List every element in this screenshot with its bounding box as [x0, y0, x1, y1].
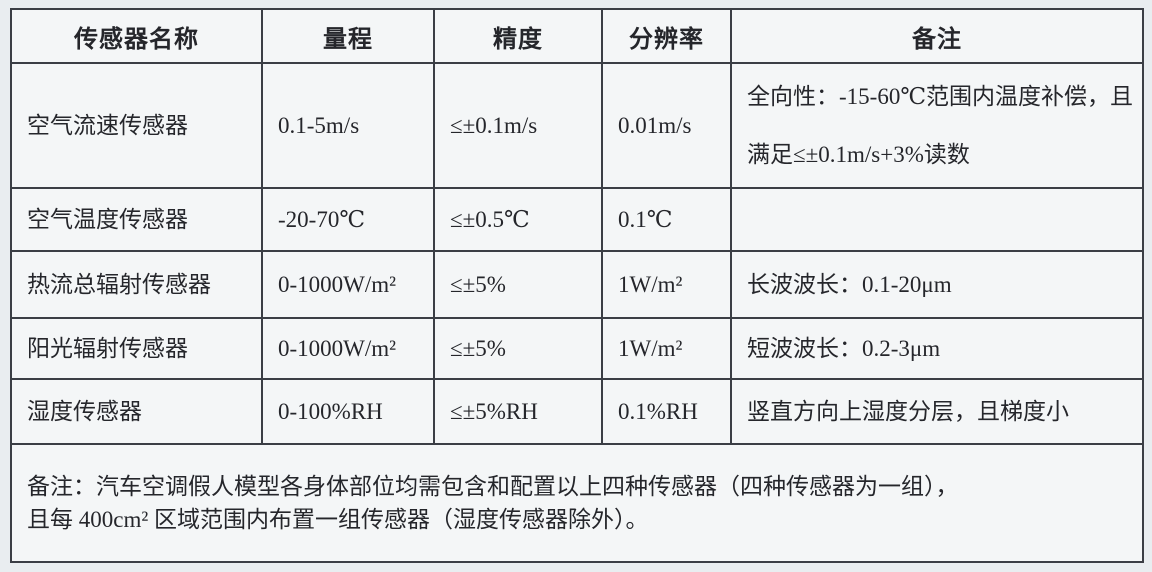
table-row-heat-radiation: 热流总辐射传感器 0-1000W/m² ≤±5% 1W/m² 长波波长：0.1-… — [10, 250, 1144, 319]
cell-accuracy: ≤±5% — [433, 317, 603, 380]
cell-range: 0.1-5m/s — [261, 62, 435, 189]
cell-accuracy: ≤±0.5℃ — [433, 187, 603, 252]
header-sensor-name: 传感器名称 — [10, 8, 263, 64]
cell-resolution: 1W/m² — [601, 317, 732, 380]
cell-sensor-name: 空气流速传感器 — [10, 62, 263, 189]
table-row-solar-radiation: 阳光辐射传感器 0-1000W/m² ≤±5% 1W/m² 短波波长：0.2-3… — [10, 317, 1144, 380]
cell-resolution: 0.1%RH — [601, 378, 732, 445]
cell-accuracy: ≤±5% — [433, 250, 603, 319]
footer-note: 备注：汽车空调假人模型各身体部位均需包含和配置以上四种传感器（四种传感器为一组）… — [10, 443, 1144, 563]
header-resolution: 分辨率 — [601, 8, 732, 64]
footer-note-line1: 备注：汽车空调假人模型各身体部位均需包含和配置以上四种传感器（四种传感器为一组）… — [27, 473, 959, 499]
cell-remark — [730, 187, 1144, 252]
cell-range: 0-100%RH — [261, 378, 435, 445]
cell-resolution: 0.01m/s — [601, 62, 732, 189]
header-row: 传感器名称 量程 精度 分辨率 备注 — [10, 8, 1144, 64]
cell-remark: 竖直方向上湿度分层，且梯度小 — [730, 378, 1144, 445]
header-remark: 备注 — [730, 8, 1144, 64]
cell-resolution: 0.1℃ — [601, 187, 732, 252]
cell-accuracy: ≤±5%RH — [433, 378, 603, 445]
cell-sensor-name: 阳光辐射传感器 — [10, 317, 263, 380]
cell-sensor-name: 空气温度传感器 — [10, 187, 263, 252]
cell-range: 0-1000W/m² — [261, 317, 435, 380]
cell-sensor-name: 湿度传感器 — [10, 378, 263, 445]
cell-remark: 长波波长：0.1-20μm — [730, 250, 1144, 319]
table-row-air-velocity: 空气流速传感器 0.1-5m/s ≤±0.1m/s 0.01m/s 全向性：-1… — [10, 62, 1144, 189]
cell-range: 0-1000W/m² — [261, 250, 435, 319]
footer-note-line2: 且每 400cm² 区域范围内布置一组传感器（湿度传感器除外）。 — [27, 507, 649, 532]
cell-sensor-name: 热流总辐射传感器 — [10, 250, 263, 319]
cell-remark: 短波波长：0.2-3μm — [730, 317, 1144, 380]
table-row-air-temperature: 空气温度传感器 -20-70℃ ≤±0.5℃ 0.1℃ — [10, 187, 1144, 252]
sensor-spec-table-wrap: 传感器名称 量程 精度 分辨率 备注 空气流速传感器 0.1-5m/s ≤±0.… — [10, 8, 1144, 563]
footer-note-row: 备注：汽车空调假人模型各身体部位均需包含和配置以上四种传感器（四种传感器为一组）… — [10, 443, 1144, 563]
cell-resolution: 1W/m² — [601, 250, 732, 319]
table-row-humidity: 湿度传感器 0-100%RH ≤±5%RH 0.1%RH 竖直方向上湿度分层，且… — [10, 378, 1144, 445]
sensor-spec-table: 传感器名称 量程 精度 分辨率 备注 空气流速传感器 0.1-5m/s ≤±0.… — [10, 8, 1144, 563]
cell-range: -20-70℃ — [261, 187, 435, 252]
header-accuracy: 精度 — [433, 8, 603, 64]
cell-accuracy: ≤±0.1m/s — [433, 62, 603, 189]
header-range: 量程 — [261, 8, 435, 64]
cell-remark: 全向性：-15-60℃范围内温度补偿，且满足≤±0.1m/s+3%读数 — [730, 62, 1144, 189]
